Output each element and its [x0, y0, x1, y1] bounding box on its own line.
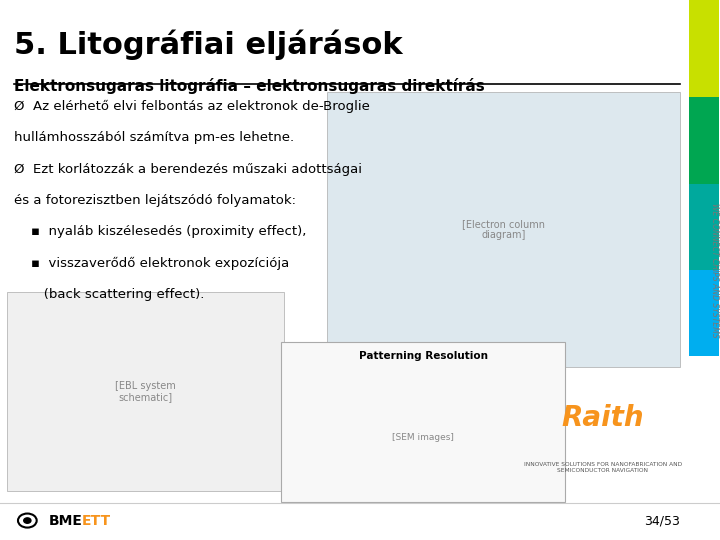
Text: [EBL system
schematic]: [EBL system schematic] — [115, 381, 176, 402]
FancyBboxPatch shape — [281, 342, 564, 502]
Text: Raith: Raith — [562, 404, 644, 433]
Text: 34/53: 34/53 — [644, 514, 680, 527]
Text: Elektronsugaras litográfia – elektronsugaras direktírás: Elektronsugaras litográfia – elektronsug… — [14, 78, 485, 94]
FancyBboxPatch shape — [689, 270, 719, 356]
Text: hullámhosszából számítva pm-es lehetne.: hullámhosszából számítva pm-es lehetne. — [14, 131, 294, 144]
Text: 5. Litográfiai eljárások: 5. Litográfiai eljárások — [14, 30, 403, 60]
Circle shape — [24, 518, 31, 523]
Text: ETT: ETT — [81, 514, 110, 528]
Text: Ø  Az elérhető elvi felbontás az elektronok de-Broglie: Ø Az elérhető elvi felbontás az elektron… — [14, 100, 370, 113]
Text: ▪  nyaláb kiszélesedés (proximity effect),: ▪ nyaláb kiszélesedés (proximity effect)… — [14, 225, 307, 238]
Text: Ø  Ezt korlátozzák a berendezés műszaki adottságai: Ø Ezt korlátozzák a berendezés műszaki a… — [14, 163, 362, 176]
Text: ▪  visszaverődő elektronok expozíciója: ▪ visszaverődő elektronok expozíciója — [14, 256, 289, 269]
Text: Patterning Resolution: Patterning Resolution — [359, 352, 487, 361]
Text: (back scattering effect).: (back scattering effect). — [14, 288, 204, 301]
FancyBboxPatch shape — [328, 92, 680, 367]
Text: [SEM images]: [SEM images] — [392, 433, 454, 442]
Text: és a fotorezisztben lejátszódó folyamatok:: és a fotorezisztben lejátszódó folyamato… — [14, 194, 297, 207]
Text: BME: BME — [49, 514, 83, 528]
Text: INNOVATIVE SOLUTIONS FOR NANOFABRICATION AND
SEMICONDUCTOR NAVIGATION: INNOVATIVE SOLUTIONS FOR NANOFABRICATION… — [523, 462, 682, 472]
FancyBboxPatch shape — [689, 184, 719, 270]
FancyBboxPatch shape — [689, 97, 719, 184]
Text: WE CONNECT CHIPS AND SYSTEMS: WE CONNECT CHIPS AND SYSTEMS — [710, 202, 719, 338]
FancyBboxPatch shape — [7, 292, 284, 491]
FancyBboxPatch shape — [689, 0, 719, 97]
Text: [Electron column
diagram]: [Electron column diagram] — [462, 219, 545, 240]
